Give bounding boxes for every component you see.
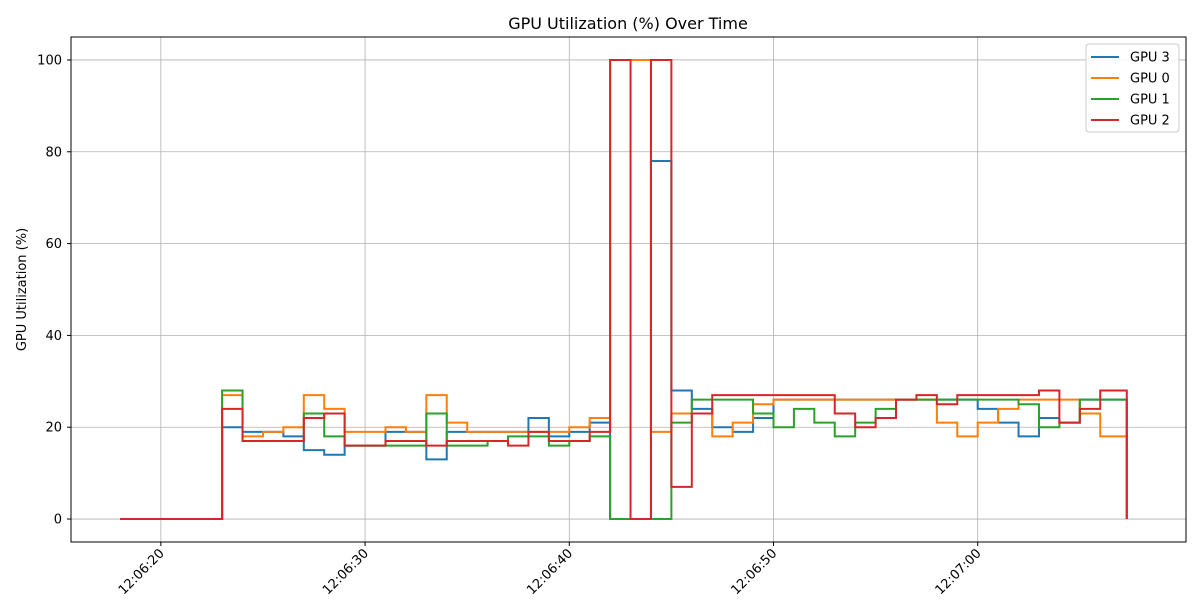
y-axis-label: GPU Utilization (%) [15, 228, 30, 351]
series-line-gpu-2 [120, 58, 1128, 521]
y-tick-label: 20 [45, 421, 62, 436]
y-tick-label: 0 [54, 513, 62, 528]
chart-title: GPU Utilization (%) Over Time [508, 14, 748, 33]
axes-frame [70, 36, 1187, 543]
plot-area [120, 58, 1128, 521]
legend-label: GPU 3 [1130, 51, 1170, 66]
y-tick-label: 100 [37, 53, 62, 68]
legend-label: GPU 2 [1130, 114, 1170, 129]
y-tick-label: 40 [45, 329, 62, 344]
y-tick-label: 80 [45, 145, 62, 160]
y-tick-label: 60 [45, 237, 62, 252]
legend-label: GPU 0 [1130, 72, 1170, 87]
legend: GPU 3 GPU 0 GPU 1 GPU 2 [1085, 43, 1180, 133]
legend-label: GPU 1 [1130, 93, 1170, 108]
legend-box [1085, 43, 1180, 133]
